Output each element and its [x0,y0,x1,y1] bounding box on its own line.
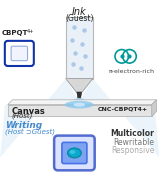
Polygon shape [0,79,77,158]
Text: π-electron-rich: π-electron-rich [109,69,155,74]
Polygon shape [60,98,99,105]
Polygon shape [8,105,152,116]
Polygon shape [8,100,157,105]
FancyBboxPatch shape [54,136,95,170]
FancyBboxPatch shape [62,142,87,164]
Bar [66,17,93,79]
Polygon shape [77,92,82,98]
Text: (Host ⊃Guest): (Host ⊃Guest) [5,129,55,135]
Text: (Guest): (Guest) [65,14,94,23]
Text: Writing: Writing [5,121,42,130]
Ellipse shape [73,103,85,107]
Polygon shape [82,79,159,158]
Text: Multicolor: Multicolor [111,129,155,138]
Ellipse shape [68,148,81,158]
Polygon shape [66,79,93,92]
Polygon shape [152,100,157,116]
Text: CBPQT: CBPQT [2,30,28,36]
Text: 4+: 4+ [27,29,34,34]
Ellipse shape [70,150,75,154]
Text: CNC-CBPQT4+: CNC-CBPQT4+ [98,107,148,112]
FancyBboxPatch shape [11,46,28,61]
Text: Rewritable: Rewritable [114,138,155,146]
Text: Canvas: Canvas [12,107,45,116]
Ellipse shape [65,101,94,108]
Text: Ink: Ink [72,7,87,17]
Text: Responsive: Responsive [111,146,155,155]
Text: (Host): (Host) [12,112,33,119]
